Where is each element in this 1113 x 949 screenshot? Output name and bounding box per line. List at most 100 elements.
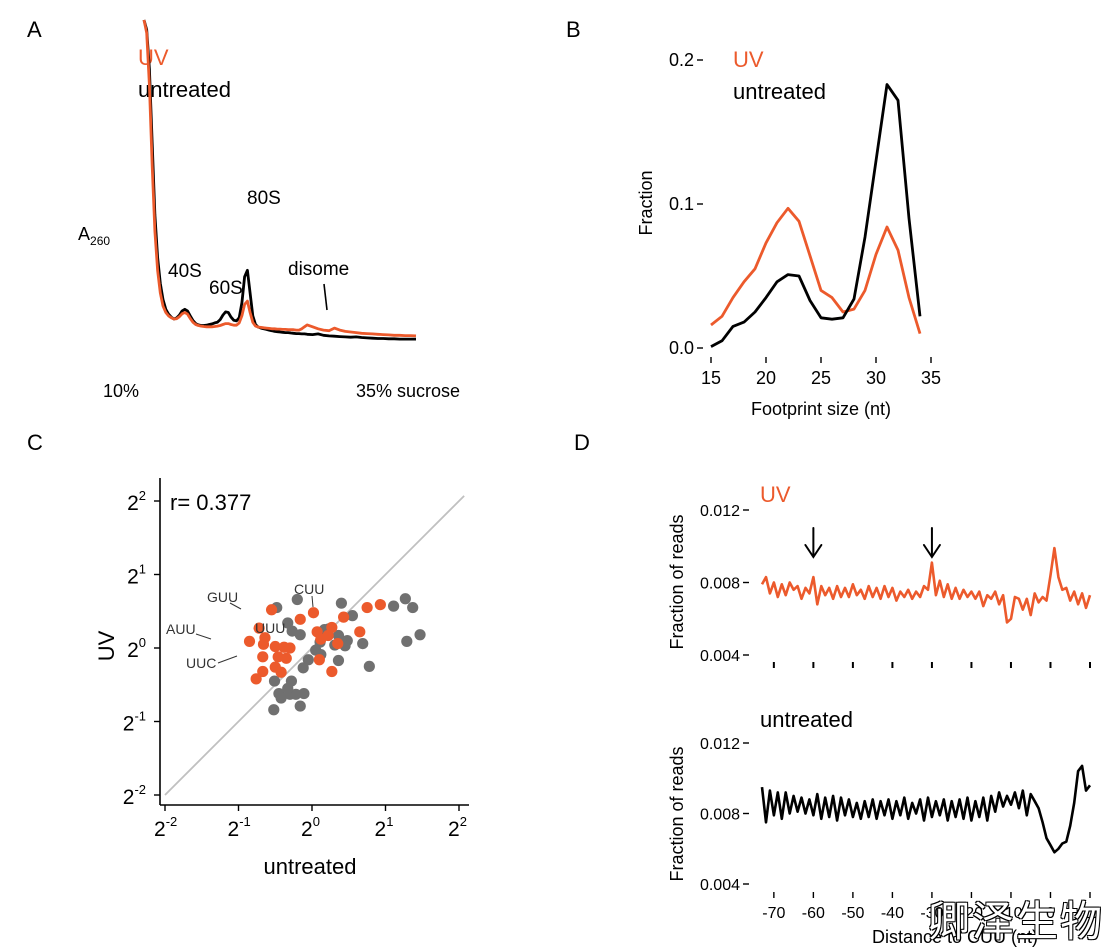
panel-a: UV untreated A260 40S 60S 80S disome 10%… — [78, 19, 460, 401]
d-y-tick: 0.008 — [700, 576, 749, 593]
a-peak-40s-label: 40S — [168, 261, 202, 282]
c-point-uv — [243, 635, 256, 647]
c-label-cuu: CUU — [294, 581, 324, 597]
d-x-tick-label: -40 — [881, 905, 904, 922]
d-uv-y-axis: 0.004 0.008 0.012 — [700, 503, 749, 665]
d-x-tick-label: -50 — [841, 905, 864, 922]
b-x-tick: 35 — [921, 357, 941, 388]
c-label-auu: AUU — [166, 621, 196, 637]
c-point-uv — [265, 604, 278, 616]
a-line-uv — [142, 19, 417, 338]
a-line-untreated — [142, 19, 416, 341]
c-point-uv — [284, 642, 296, 654]
d-y-tick: 0.004 — [700, 877, 749, 894]
c-y-tick: 22 — [127, 488, 160, 515]
c-points — [243, 593, 426, 716]
c-label-guu: GUU — [207, 589, 238, 605]
d-x-tick-label: 0 — [1046, 905, 1055, 922]
c-y-tick-label: 20 — [127, 635, 146, 662]
d-uv-y-axis-label: Fraction of reads — [667, 514, 687, 649]
c-y-tick-exponent: -2 — [134, 782, 146, 797]
a-gradient-start-label: 10% — [103, 381, 139, 401]
panel-a-letter: A — [27, 17, 42, 42]
d-y-tick-label: 0.012 — [700, 736, 740, 753]
down-arrow-icon — [922, 527, 941, 559]
c-x-tick-exponent: 0 — [313, 814, 320, 829]
panel-b: UV untreated Fraction 0.0 0.1 0.2 15 20 25… — [636, 47, 941, 419]
d-x-tick: -10 — [999, 892, 1023, 922]
c-point-uv — [332, 637, 344, 650]
b-line-untreated — [710, 83, 922, 348]
d-x-tick-label: -70 — [762, 905, 785, 922]
c-y-tick-base: 2 — [127, 566, 139, 589]
panel-b-letter: B — [566, 17, 581, 42]
b-y-axis: 0.0 0.1 0.2 — [669, 50, 703, 358]
c-x-tick: 2-1 — [228, 805, 251, 841]
b-y-tick-2: 0.2 — [669, 50, 703, 70]
c-y-tick-label: 22 — [127, 488, 146, 515]
c-point-uv — [322, 629, 334, 642]
d-arrows — [804, 527, 941, 559]
c-x-tick-label: 2-1 — [228, 814, 251, 841]
d-x-tick: -20 — [960, 892, 983, 922]
c-x-axis: 2-2 2-1 20 21 22 — [154, 805, 467, 841]
a-legend-untreated: untreated — [138, 77, 231, 102]
a-peak-60s-label: 60S — [209, 278, 243, 299]
c-point-other — [290, 688, 302, 700]
c-x-tick-base: 2 — [228, 818, 240, 841]
c-point-other — [268, 675, 281, 687]
a-y-axis-label-main: A — [78, 224, 90, 244]
b-y-tick-label: 0.2 — [669, 50, 694, 70]
c-y-tick: 2-1 — [123, 709, 160, 736]
c-point-uv — [250, 673, 262, 685]
d-y-tick-label: 0.012 — [700, 503, 740, 520]
b-x-tick: 25 — [811, 357, 831, 388]
b-y-tick-1: 0.1 — [669, 194, 703, 214]
c-y-tick-exponent: 0 — [139, 635, 146, 650]
c-x-axis-label: untreated — [264, 854, 357, 879]
c-point-other — [332, 654, 345, 667]
c-point-other — [275, 692, 287, 704]
c-point-other — [298, 687, 310, 700]
a-y-axis-label: A260 — [78, 224, 110, 248]
c-point-uv — [354, 626, 366, 638]
c-point-other — [387, 600, 400, 612]
c-x-tick-base: 2 — [154, 818, 166, 841]
c-point-uv — [326, 665, 338, 678]
c-x-tick-exponent: 1 — [386, 814, 393, 829]
c-point-uv — [280, 652, 292, 664]
c-y-tick: 2-2 — [123, 782, 160, 809]
c-point-other — [363, 660, 375, 672]
c-point-uv — [257, 665, 269, 678]
c-y-tick-base: 2 — [127, 639, 139, 662]
c-codon-labels: GUU CUU AUU UUU UUC — [166, 581, 324, 671]
d-x-axis: -70 -60 -50 -40 -30 -20 -10 0 10 — [762, 892, 1099, 922]
d-x-tick-label: -60 — [802, 905, 825, 922]
c-point-uv — [257, 651, 269, 663]
c-y-tick-base: 2 — [123, 713, 135, 736]
c-x-tick-base: 2 — [301, 818, 313, 841]
c-point-other — [297, 662, 309, 674]
c-point-other — [346, 610, 359, 622]
a-peak-80s-label: 80S — [247, 188, 281, 209]
d-x-tick: 10 — [1081, 892, 1099, 922]
d-x-tick: -70 — [762, 892, 786, 922]
c-point-uv — [361, 601, 373, 614]
d-x-tick: 0 — [1046, 892, 1055, 922]
b-x-tick-label: 30 — [866, 368, 886, 388]
c-y-tick-base: 2 — [127, 492, 139, 515]
a-gradient-end-label: 35% sucrose — [356, 381, 460, 401]
c-y-tick-label: 2-1 — [123, 709, 146, 736]
d-uv-x-ticks — [772, 662, 1091, 668]
c-label-uuu: UUU — [255, 620, 285, 636]
d-arrow-head — [922, 544, 941, 559]
c-point-other — [407, 601, 419, 614]
b-x-tick: 15 — [701, 357, 721, 388]
panel-d-letter: D — [574, 430, 590, 455]
c-pointer-auu — [195, 633, 212, 640]
c-point-uv — [338, 611, 350, 623]
d-y-tick: 0.012 — [700, 503, 749, 520]
c-x-tick-base: 2 — [448, 818, 460, 841]
c-y-tick-exponent: -1 — [134, 709, 146, 724]
